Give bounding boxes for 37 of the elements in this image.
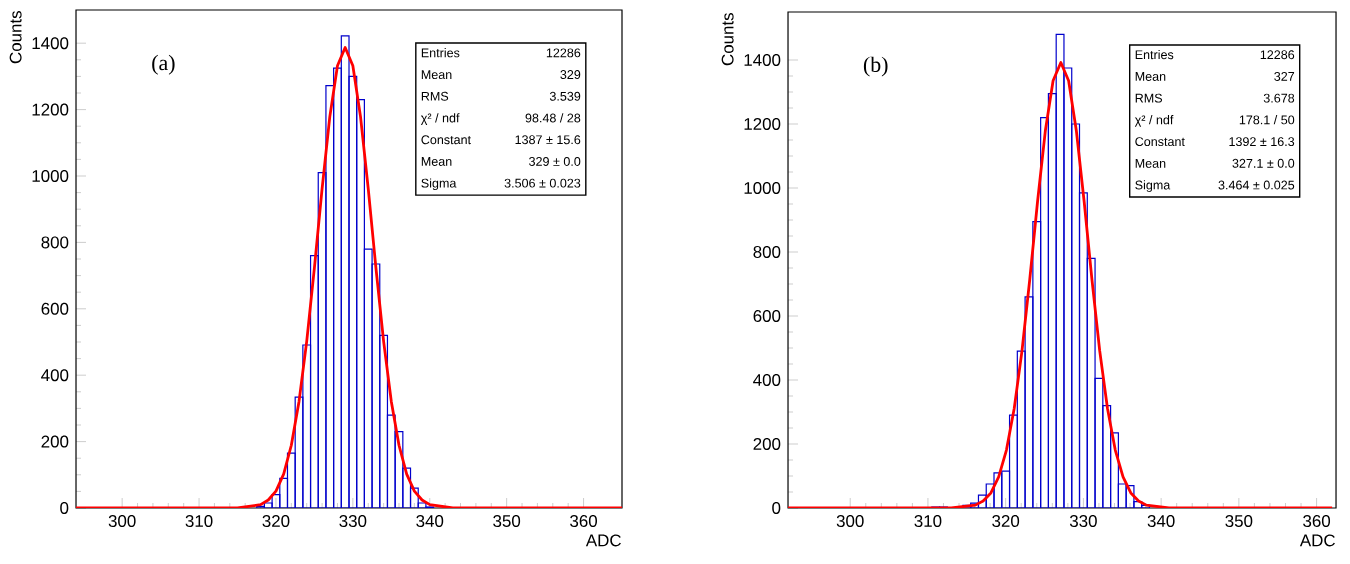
x-tick-label: 310 (185, 515, 213, 528)
x-tick-label: 300 (836, 515, 864, 528)
y-tick-label: 200 (753, 438, 781, 450)
y-axis-title: Counts (721, 13, 734, 66)
text: (b) (863, 56, 888, 77)
y-tick-label: 200 (41, 435, 69, 448)
y-tick-label: 1200 (32, 103, 69, 116)
x-axis-title: ADC (1299, 534, 1335, 547)
y-tick-label: 0 (772, 502, 781, 514)
y-tick-label: 800 (753, 246, 781, 258)
y-tick-label: 400 (753, 374, 781, 386)
line-series (76, 46, 622, 508)
x-tick-label: 340 (416, 515, 444, 528)
y-tick-label: 600 (753, 310, 781, 322)
y-tick-label: 600 (41, 302, 69, 315)
x-axis-title: ADC (585, 534, 621, 547)
x-tick-label: 350 (1225, 515, 1253, 528)
y-tick-label: 1000 (32, 170, 69, 182)
y-tick-label: 1400 (744, 54, 781, 66)
y-tick-label: 1000 (744, 182, 781, 194)
x-tick-label: 310 (914, 515, 942, 528)
y-axis-title: Counts (9, 11, 22, 64)
x-tick-label: 330 (1069, 515, 1097, 528)
y-tick-label: 400 (41, 369, 69, 382)
x-tick-label: 360 (570, 515, 598, 528)
y-tick-label: 0 (60, 502, 69, 514)
text: (a) (152, 54, 175, 75)
y-tick-label: 1200 (744, 118, 781, 130)
y-tick-label: 1400 (32, 37, 69, 50)
x-tick-label: 350 (493, 515, 521, 528)
x-tick-label: 330 (339, 515, 367, 528)
x-tick-label: 320 (992, 515, 1020, 528)
x-tick-label: 320 (262, 515, 290, 528)
x-tick-label: 300 (108, 515, 136, 528)
x-tick-label: 340 (1147, 515, 1175, 528)
y-tick-label: 800 (41, 236, 69, 249)
x-tick-label: 360 (1303, 515, 1331, 528)
